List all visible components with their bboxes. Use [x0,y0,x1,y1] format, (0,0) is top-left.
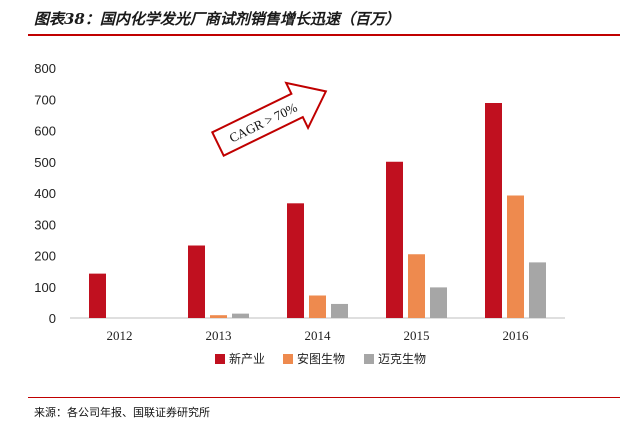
bar [232,313,249,318]
y-tick-label: 100 [34,280,56,295]
legend-label: 迈克生物 [378,352,426,366]
bar-chart: 0 100 200 300 400 500 600 700 800 2012 2013 2014 201… [34,61,565,366]
y-tick-label: 500 [34,155,56,170]
y-tick-label: 0 [49,311,56,326]
x-tick-label: 2015 [404,328,430,343]
bar [309,295,326,318]
y-tick-label: 700 [34,92,56,107]
y-tick-label: 300 [34,217,56,232]
legend-swatch [283,354,293,364]
title-divider [28,34,620,36]
x-tick-label: 2012 [107,328,133,343]
bar [408,254,425,318]
bar [430,287,447,318]
cagr-arrow-shape [210,81,328,158]
footer-divider [28,397,620,398]
bar [287,203,304,318]
title-bar: 图表38：国内化学发光厂商试剂销售增长迅速（百万） [0,0,640,40]
bar [89,273,106,318]
legend-label: 安图生物 [297,351,345,366]
y-tick-label: 400 [34,186,56,201]
x-tick-label: 2014 [305,328,332,343]
x-tick-label: 2016 [503,328,530,343]
y-tick-label: 800 [34,61,56,76]
page-title: 图表38：国内化学发光厂商试剂销售增长迅速（百万） [34,10,400,28]
legend-label: 新产业 [229,351,265,366]
bar [210,315,227,318]
y-tick-label: 200 [34,249,56,264]
bar [485,103,502,318]
cagr-arrow: CAGR > 70% [210,81,328,158]
y-tick-label: 600 [34,124,56,139]
bar [386,161,403,318]
legend-swatch [215,354,225,364]
source-note: 来源：各公司年报、国联证券研究所 [34,406,210,419]
bar [188,245,205,318]
bar [507,195,524,318]
bar [529,262,546,318]
legend-swatch [364,354,374,364]
bar [331,303,348,318]
x-tick-label: 2013 [206,328,232,343]
